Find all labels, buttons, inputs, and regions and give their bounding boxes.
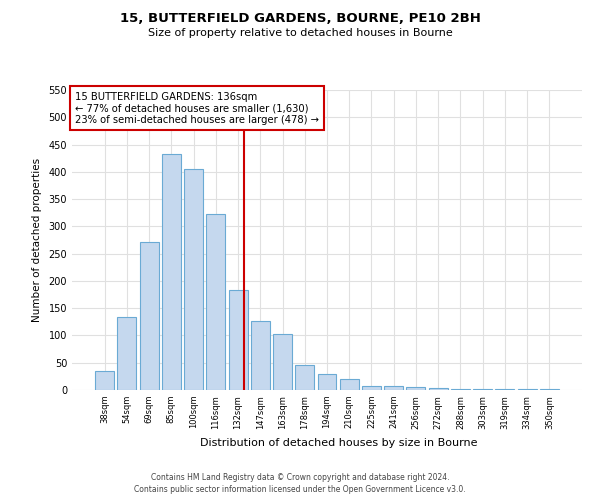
- Bar: [340, 379, 359, 390]
- Bar: [95, 371, 114, 390]
- Bar: [118, 318, 136, 390]
- Text: Contains public sector information licensed under the Open Government Licence v3: Contains public sector information licen…: [134, 485, 466, 494]
- Bar: [540, 389, 559, 390]
- Bar: [451, 389, 470, 390]
- Bar: [384, 386, 403, 390]
- Bar: [251, 320, 270, 390]
- Text: 15, BUTTERFIELD GARDENS, BOURNE, PE10 2BH: 15, BUTTERFIELD GARDENS, BOURNE, PE10 2B…: [119, 12, 481, 26]
- Bar: [273, 334, 292, 390]
- Text: Size of property relative to detached houses in Bourne: Size of property relative to detached ho…: [148, 28, 452, 38]
- Y-axis label: Number of detached properties: Number of detached properties: [32, 158, 41, 322]
- Bar: [362, 386, 381, 390]
- Text: Distribution of detached houses by size in Bourne: Distribution of detached houses by size …: [200, 438, 478, 448]
- Bar: [406, 388, 425, 390]
- Text: 15 BUTTERFIELD GARDENS: 136sqm
← 77% of detached houses are smaller (1,630)
23% : 15 BUTTERFIELD GARDENS: 136sqm ← 77% of …: [74, 92, 319, 124]
- Bar: [184, 169, 203, 390]
- Bar: [295, 366, 314, 390]
- Bar: [317, 374, 337, 390]
- Bar: [206, 214, 225, 390]
- Bar: [229, 290, 248, 390]
- Bar: [162, 154, 181, 390]
- Bar: [140, 242, 158, 390]
- Bar: [429, 388, 448, 390]
- Text: Contains HM Land Registry data © Crown copyright and database right 2024.: Contains HM Land Registry data © Crown c…: [151, 472, 449, 482]
